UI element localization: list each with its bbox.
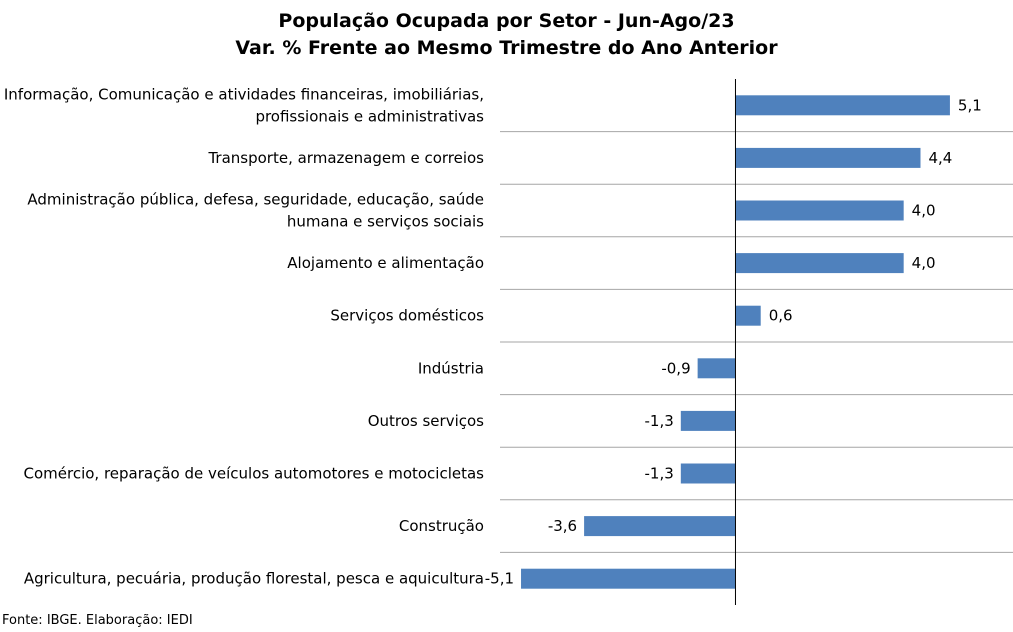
category-label: Comércio, reparação de veículos automoto… bbox=[24, 465, 485, 483]
category-label: Agricultura, pecuária, produção floresta… bbox=[24, 570, 484, 588]
category-label: Transporte, armazenagem e correios bbox=[207, 149, 484, 167]
category-label: Construção bbox=[399, 517, 484, 535]
category-labels: Informação, Comunicação e atividades fin… bbox=[4, 85, 484, 587]
bar bbox=[735, 95, 950, 116]
chart-title-line1: População Ocupada por Setor - Jun-Ago/23 bbox=[278, 10, 735, 32]
bar bbox=[735, 253, 904, 274]
bar bbox=[521, 568, 736, 589]
bar bbox=[735, 147, 921, 168]
value-label: 0,6 bbox=[769, 307, 793, 325]
category-label: Alojamento e alimentação bbox=[287, 254, 484, 272]
value-labels: 5,1 4,4 4,0 4,0 0,6 -0,9 -1,3 -1,3 -3,6 -5,1 bbox=[485, 96, 982, 587]
bar bbox=[735, 305, 761, 326]
value-label: -5,1 bbox=[485, 570, 514, 588]
category-label: Outros serviços bbox=[368, 412, 484, 430]
bar bbox=[735, 200, 904, 221]
category-label: Informação, Comunicação e atividades fin… bbox=[4, 85, 484, 125]
value-label: -0,9 bbox=[661, 359, 690, 377]
value-label: 4,4 bbox=[928, 149, 952, 167]
value-label: 5,1 bbox=[958, 96, 982, 114]
value-label: 4,0 bbox=[912, 254, 936, 272]
category-label: Serviços domésticos bbox=[330, 307, 484, 325]
source-note: Fonte: IBGE. Elaboração: IEDI bbox=[2, 613, 193, 628]
bar bbox=[680, 410, 736, 431]
bars-group bbox=[521, 95, 950, 589]
category-label: Indústria bbox=[418, 359, 484, 377]
value-label: -1,3 bbox=[645, 412, 674, 430]
value-label: -1,3 bbox=[645, 465, 674, 483]
bar bbox=[680, 463, 736, 484]
category-separators bbox=[500, 131, 1013, 553]
chart-title: População Ocupada por Setor - Jun-Ago/23… bbox=[0, 8, 1013, 62]
chart-subtitle: Var. % Frente ao Mesmo Trimestre do Ano … bbox=[235, 37, 778, 59]
category-label: Administração pública, defesa, seguridad… bbox=[27, 191, 484, 231]
value-label: 4,0 bbox=[912, 202, 936, 220]
bar bbox=[697, 358, 736, 379]
bar bbox=[584, 516, 736, 537]
value-label: -3,6 bbox=[548, 517, 577, 535]
